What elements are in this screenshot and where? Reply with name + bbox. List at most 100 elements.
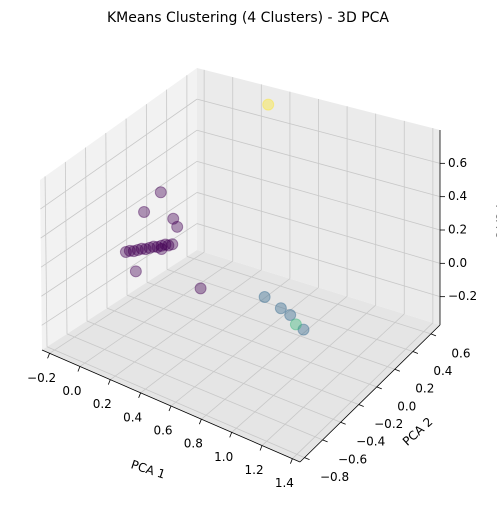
grid-line: [196, 160, 441, 231]
grid-line: [126, 294, 377, 388]
x-tick-label: 1.0: [214, 450, 233, 464]
grid-line: [292, 322, 434, 459]
tick-mark: [412, 351, 419, 354]
y-tick-label: −0.4: [356, 435, 385, 449]
point: [127, 245, 140, 258]
grid-line: [41, 192, 198, 297]
tick-mark: [259, 445, 263, 451]
grid-line: [196, 129, 441, 198]
tick-mark: [340, 421, 346, 425]
grid-line: [196, 223, 441, 298]
point: [284, 309, 297, 322]
grid-line: [86, 320, 341, 423]
grid-line: [110, 269, 262, 380]
grid-line: [105, 133, 108, 309]
tick-mark: [107, 379, 111, 385]
point: [154, 186, 167, 199]
tick-mark: [322, 439, 328, 443]
grid-line: [125, 118, 128, 296]
point: [155, 239, 168, 252]
y-tick-label: 0.6: [451, 346, 470, 360]
point: [162, 239, 175, 252]
z-tick-label: −0.2: [448, 289, 477, 303]
grid-line: [49, 251, 205, 354]
point: [139, 243, 152, 256]
y-tick-label: 0.2: [415, 382, 434, 396]
tick-mark: [229, 432, 233, 438]
point: [159, 238, 172, 251]
tick-mark: [198, 419, 202, 425]
point: [258, 290, 271, 303]
x-axis-label: PCA 1: [129, 457, 167, 481]
grid-line: [44, 176, 48, 347]
grid-line: [145, 104, 148, 283]
tick-mark: [290, 458, 293, 464]
point: [166, 238, 179, 251]
y-axis-line: [299, 324, 441, 463]
tick-mark: [376, 386, 382, 390]
x-tick-label: 0.0: [62, 384, 81, 398]
tick-mark: [394, 368, 400, 372]
point: [129, 265, 142, 278]
grid-line: [196, 192, 441, 264]
grid-line: [79, 260, 233, 367]
grid-line: [106, 307, 359, 405]
point: [155, 243, 168, 256]
grid-line: [170, 287, 319, 407]
x-tick-label: 0.4: [123, 410, 142, 424]
z-tick-label: 0.4: [448, 189, 467, 203]
point: [138, 205, 151, 218]
point: [151, 240, 164, 253]
grid-line: [64, 161, 68, 334]
y-axis-label: PCA 2: [400, 415, 436, 449]
grid-line: [261, 313, 405, 446]
point: [297, 323, 310, 336]
tick-mark: [304, 457, 310, 460]
point: [194, 282, 207, 295]
z-tick-label: 0.6: [448, 156, 467, 170]
pane-floor: [42, 250, 440, 462]
x-tick-label: 1.2: [245, 463, 264, 477]
tick-mark: [430, 333, 437, 337]
point: [147, 240, 160, 253]
grid-line: [66, 333, 323, 441]
chart-title: KMeans Clustering (4 Clusters) - 3D PCA: [107, 10, 389, 26]
grid-line: [46, 346, 305, 458]
y-tick-label: 0.4: [433, 364, 452, 378]
z-tick-label: 0.0: [448, 256, 467, 270]
z-axis-label: PCA 3: [494, 204, 497, 239]
grid-line: [41, 223, 198, 326]
y-tick-label: −0.2: [374, 417, 403, 431]
x-tick-label: 0.8: [184, 437, 203, 451]
point: [131, 243, 144, 256]
grid-line: [140, 278, 291, 394]
x-tick-label: 0.2: [93, 397, 112, 411]
tick-mark: [358, 404, 364, 407]
y-tick-label: −0.6: [338, 452, 367, 466]
tick-mark: [77, 366, 81, 372]
x-axis-line: [41, 349, 301, 463]
point: [262, 98, 275, 111]
tick-mark: [47, 353, 50, 359]
pane-left: [40, 68, 197, 350]
point: [289, 318, 302, 331]
z-tick-label: 0.2: [448, 223, 467, 237]
grid-line: [186, 256, 432, 335]
x-tick-label: −0.2: [27, 371, 56, 385]
tick-mark: [138, 392, 142, 398]
grid-line: [85, 147, 88, 321]
grid-line: [201, 296, 348, 420]
grid-line: [146, 281, 395, 370]
grid-line: [40, 161, 198, 268]
x-tick-label: 1.4: [275, 476, 294, 490]
point: [171, 220, 184, 233]
tick-mark: [168, 405, 172, 412]
point: [143, 241, 156, 254]
point: [135, 242, 148, 255]
grid-line: [40, 98, 198, 210]
point: [119, 245, 132, 258]
x-tick-label: 0.6: [153, 424, 172, 438]
point: [167, 212, 180, 225]
y-tick-label: 0.0: [397, 399, 416, 413]
